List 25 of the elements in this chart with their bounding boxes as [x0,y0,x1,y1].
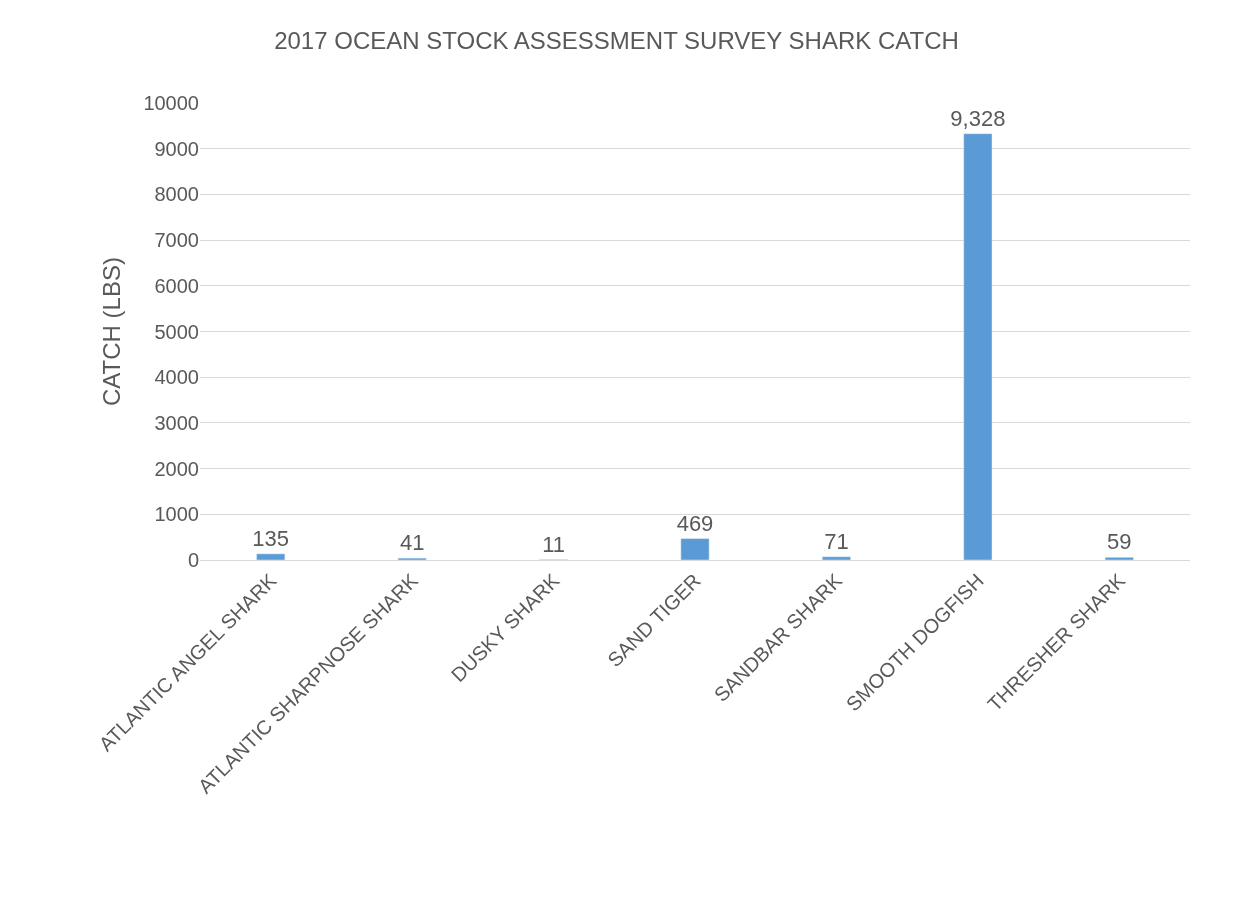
bar [1104,557,1134,560]
bar [680,538,710,560]
y-tick-label: 2000 [154,457,199,480]
y-tick-label: 8000 [154,183,199,206]
data-label: 135 [252,525,290,551]
data-label: 41 [399,530,425,556]
y-axis-title: CATCH (LBS) [98,257,126,406]
data-label: 59 [1107,529,1132,555]
y-tick-label: 1000 [154,503,199,526]
bar [822,556,851,560]
y-tick-label: 9000 [154,137,199,160]
y-tick-label: 0 [187,549,199,571]
y-tick-label: 3000 [154,411,199,434]
data-label: 71 [824,528,849,554]
y-tick-label: 4000 [154,366,199,389]
y-tick-label: 6000 [154,274,199,297]
bar [963,133,993,560]
chart-title: 2017 OCEAN STOCK ASSESSMENT SURVEY SHARK CATCH [274,26,959,54]
data-label: 11 [542,531,565,557]
data-label: 469 [676,510,714,536]
y-tick-label: 5000 [154,320,199,343]
y-tick-label: 7000 [154,229,199,252]
y-tick-label: 10000 [143,92,199,114]
data-label: 9,328 [950,105,1006,131]
bar [256,553,286,560]
